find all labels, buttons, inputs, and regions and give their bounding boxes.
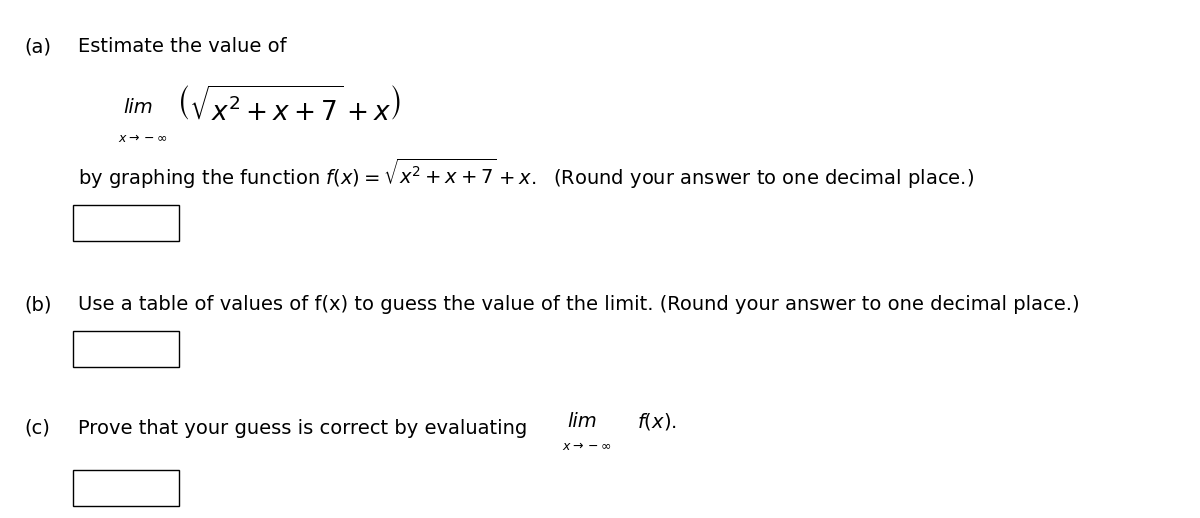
Text: by graphing the function $f(x) = \sqrt{x^2+x+7}+x.\ \ $(Round your answer to one: by graphing the function $f(x) = \sqrt{x… [78,157,973,191]
Text: (b): (b) [25,295,52,314]
FancyBboxPatch shape [73,331,179,367]
Text: $\left(\sqrt{x^2+x+7}+x\right)$: $\left(\sqrt{x^2+x+7}+x\right)$ [176,87,401,127]
Text: Prove that your guess is correct by evaluating: Prove that your guess is correct by eval… [78,419,527,438]
Text: $f(x).$: $f(x).$ [636,411,677,432]
Text: (a): (a) [25,37,52,56]
Text: (c): (c) [25,419,50,438]
Text: lim: lim [568,412,598,431]
Text: lim: lim [124,97,152,117]
FancyBboxPatch shape [73,205,179,241]
FancyBboxPatch shape [73,470,179,506]
Text: Use a table of values of f(x) to guess the value of the limit. (Round your answe: Use a table of values of f(x) to guess t… [78,295,1079,314]
Text: $x \to -\infty$: $x \to -\infty$ [563,440,612,453]
Text: $x \to -\infty$: $x \to -\infty$ [118,133,167,146]
Text: Estimate the value of: Estimate the value of [78,37,287,56]
